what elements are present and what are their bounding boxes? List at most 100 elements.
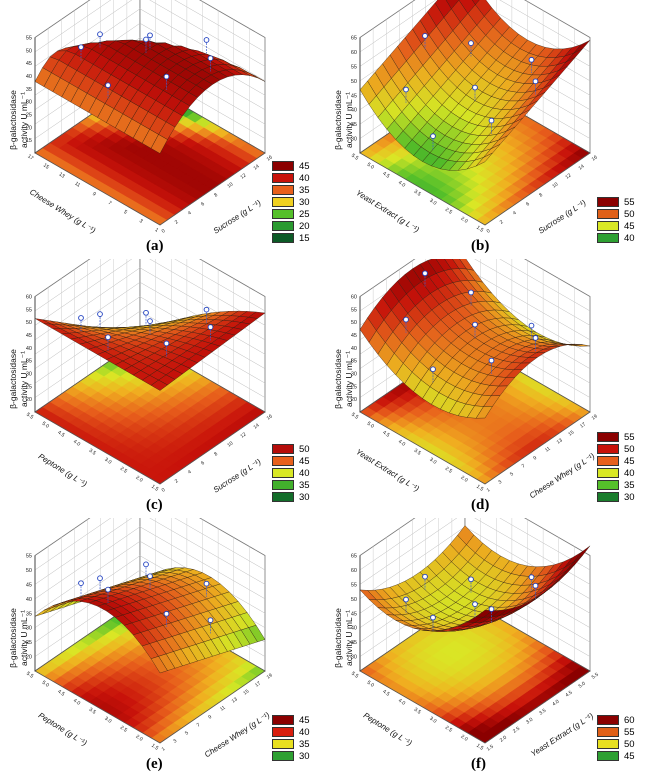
sample-point xyxy=(207,324,214,330)
x-tick-label: 1.5 xyxy=(475,225,484,234)
y-tick-label: 0 xyxy=(161,228,167,235)
sample-point xyxy=(422,270,428,277)
y-axis-title: Sucrose (g L⁻¹) xyxy=(212,457,263,495)
x-tick-label: 5 xyxy=(122,209,128,216)
z-axis-title: activity U mL⁻¹ xyxy=(344,351,354,407)
z-tick-label: 30 xyxy=(351,655,357,661)
legend: 55 50 45 40 35 30 xyxy=(597,431,635,503)
sample-point xyxy=(430,614,436,621)
legend-label: 30 xyxy=(299,750,310,762)
legend-item: 45 xyxy=(272,455,310,467)
y-tick-label: 2.0 xyxy=(499,735,508,744)
z-tick-label: 20 xyxy=(26,125,32,131)
z-tick-label: 55 xyxy=(26,307,32,313)
surface-cell xyxy=(150,134,168,154)
y-tick-label: 13 xyxy=(556,437,564,445)
x-tick-label: 4.0 xyxy=(72,698,81,707)
chart-panel: 60 55 50 45 40 35 30 25 20 5.5 5.0 4.5 4.0 3.5 3.0 2.5 2… xyxy=(325,259,650,518)
z-tick-label: 50 xyxy=(26,568,32,574)
y-axis-title: Sucrose (g L⁻¹) xyxy=(537,198,588,236)
z-tick-label: 40 xyxy=(26,346,32,352)
sample-point xyxy=(143,561,149,568)
legend-item: 30 xyxy=(272,750,310,762)
sample-point xyxy=(147,573,153,580)
y-tick-label: 4.5 xyxy=(564,690,573,699)
z-tick-label: 35 xyxy=(26,359,32,365)
sample-point xyxy=(403,316,409,323)
legend-swatch xyxy=(597,221,619,231)
grid-line xyxy=(359,518,591,571)
x-tick-label: 5.5 xyxy=(350,153,359,162)
y-tick-label: 19 xyxy=(591,413,599,421)
x-tick-label: 3.5 xyxy=(413,189,422,198)
y-tick-label: 16 xyxy=(591,154,599,162)
surface-plot: 65 60 55 50 45 40 35 30 5.5 5.0 4.5 4.0 3.5 3.0 2.5 2.0… xyxy=(333,518,600,758)
z-axis-title: β-galactosidase xyxy=(8,90,18,150)
legend-label: 45 xyxy=(624,220,635,232)
legend-label: 50 xyxy=(299,443,310,455)
y-tick-label: 4.0 xyxy=(551,699,560,708)
z-tick-label: 35 xyxy=(351,640,357,646)
legend: 50 45 40 35 30 xyxy=(272,443,310,503)
z-tick-label: 60 xyxy=(26,295,32,301)
z-tick-label: 65 xyxy=(351,554,357,560)
grid-line xyxy=(34,0,266,67)
y-tick-label: 11 xyxy=(544,446,552,454)
y-tick-label: 3.0 xyxy=(525,717,534,726)
z-tick-label: 15 xyxy=(26,138,32,144)
sample-point xyxy=(528,574,535,580)
grid-line xyxy=(34,310,266,384)
x-tick-label: 3 xyxy=(138,218,144,225)
legend-label: 25 xyxy=(299,208,310,220)
y-tick-label: 4 xyxy=(187,469,193,476)
z-tick-label: 30 xyxy=(26,372,32,378)
chart-panel: 55 50 45 40 35 30 25 20 5.5 5.0 4.5 4.0 3.5 3.0 2.5 2.0… xyxy=(0,518,325,777)
legend-swatch xyxy=(272,233,294,243)
z-tick-label: 30 xyxy=(351,137,357,143)
legend-label: 50 xyxy=(624,738,635,750)
y-tick-label: 3.5 xyxy=(538,708,547,717)
legend-label: 55 xyxy=(624,431,635,443)
x-tick-label: 4.5 xyxy=(56,430,65,439)
sample-point xyxy=(147,318,153,324)
z-tick-label: 20 xyxy=(351,397,357,403)
panel-label: (d) xyxy=(471,497,490,513)
sample-point xyxy=(105,82,111,89)
y-tick-label: 17 xyxy=(254,680,262,688)
legend-swatch xyxy=(272,209,294,219)
legend-label: 15 xyxy=(299,232,310,244)
y-tick-label: 6 xyxy=(200,460,206,467)
surface-plot: 5550454035302520151715131197531161412108… xyxy=(8,0,274,236)
legend-label: 40 xyxy=(624,232,635,244)
legend-swatch xyxy=(272,185,294,195)
sample-point xyxy=(78,44,84,51)
sample-point xyxy=(532,335,539,341)
legend-item: 35 xyxy=(597,479,635,491)
z-tick-label: 35 xyxy=(26,87,32,93)
legend-swatch xyxy=(597,480,619,490)
sample-point xyxy=(207,55,214,62)
legend-swatch xyxy=(272,480,294,490)
surface-plot: 6055504540353025205.55.04.54.03.53.02.52… xyxy=(8,259,274,495)
z-tick-label: 45 xyxy=(26,61,32,67)
z-tick-label: 50 xyxy=(26,48,32,54)
legend-swatch xyxy=(272,715,294,725)
y-tick-label: 1 xyxy=(161,746,167,753)
sample-point xyxy=(203,306,210,313)
z-tick-label: 50 xyxy=(351,320,357,326)
legend-item: 55 xyxy=(597,726,635,738)
sample-point xyxy=(468,40,474,46)
legend-label: 35 xyxy=(299,738,310,750)
x-tick-label: 5.0 xyxy=(366,162,375,171)
grid-line xyxy=(34,296,266,369)
z-tick-label: 45 xyxy=(351,93,357,99)
panel-label: (e) xyxy=(146,756,163,772)
y-tick-label: 4 xyxy=(512,210,518,217)
z-tick-label: 25 xyxy=(26,384,32,390)
chart-panel: 65 60 55 50 45 40 35 30 5.5 5.0 4.5 4.0 3.5 3.0 2.5 2.0… xyxy=(325,518,650,777)
sample-point xyxy=(105,586,111,593)
legend-label: 50 xyxy=(624,443,635,455)
legend-label: 45 xyxy=(299,455,310,467)
legend-swatch xyxy=(272,727,294,737)
grid-line xyxy=(359,518,591,585)
